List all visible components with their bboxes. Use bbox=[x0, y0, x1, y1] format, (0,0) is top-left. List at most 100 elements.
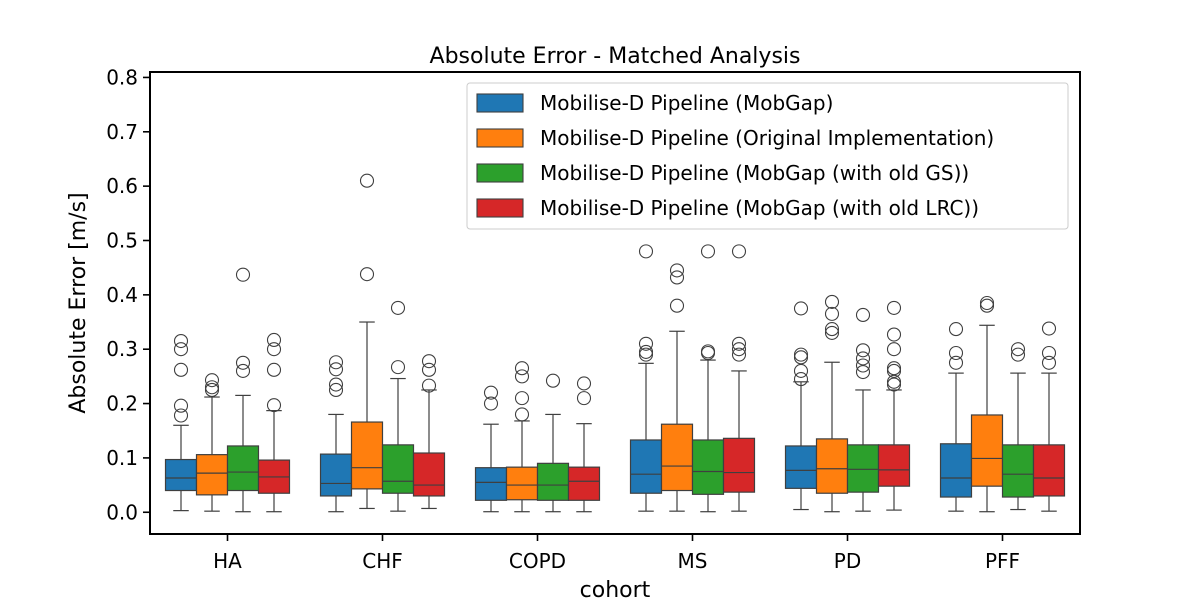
plot-frame bbox=[149, 71, 1081, 535]
outlier-point bbox=[824, 322, 840, 337]
legend-swatch bbox=[476, 163, 524, 183]
outlier-point bbox=[669, 298, 685, 313]
iqr-box bbox=[350, 421, 384, 490]
outlier-point bbox=[669, 270, 685, 285]
box-COPD-2 bbox=[536, 373, 570, 513]
outlier-point bbox=[855, 351, 871, 366]
y-tick-label: 0.6 bbox=[106, 174, 138, 198]
outlier-point bbox=[886, 377, 902, 392]
legend-label: Mobilise-D Pipeline (Original Implementa… bbox=[540, 126, 994, 150]
outlier-point bbox=[855, 358, 871, 373]
chart-title: Absolute Error - Matched Analysis bbox=[430, 44, 801, 69]
legend-box bbox=[466, 82, 1069, 230]
iqr-box bbox=[226, 445, 260, 492]
outlier-point bbox=[1041, 355, 1057, 370]
outlier-point bbox=[204, 373, 220, 388]
box-COPD-3 bbox=[567, 376, 601, 513]
outlier-point bbox=[328, 377, 344, 392]
outlier-point bbox=[1041, 345, 1057, 361]
outlier-point bbox=[824, 294, 840, 309]
outlier-point bbox=[359, 267, 375, 282]
legend-swatch bbox=[476, 198, 524, 218]
iqr-box bbox=[660, 423, 694, 492]
iqr-box bbox=[939, 443, 973, 498]
outlier-point bbox=[173, 408, 189, 423]
outlier-point bbox=[886, 361, 902, 376]
outlier-point bbox=[700, 244, 716, 259]
outlier-point bbox=[235, 267, 251, 282]
outlier-point bbox=[700, 344, 716, 359]
box-PFF-2 bbox=[1001, 342, 1035, 511]
outlier-point bbox=[731, 336, 747, 351]
box-HA-3 bbox=[257, 332, 291, 513]
outlier-point bbox=[266, 342, 282, 357]
outlier-point bbox=[483, 396, 499, 411]
x-axis-title: cohort bbox=[580, 578, 651, 600]
outlier-point bbox=[173, 342, 189, 357]
outlier-point bbox=[514, 407, 530, 422]
outlier-point bbox=[545, 373, 561, 388]
iqr-box bbox=[877, 444, 911, 487]
box-MS-0 bbox=[629, 244, 663, 512]
outlier-point bbox=[390, 300, 406, 315]
iqr-box bbox=[319, 453, 353, 497]
x-tick-label: PFF bbox=[985, 549, 1020, 573]
outlier-point bbox=[235, 363, 251, 378]
outlier-point bbox=[576, 391, 592, 406]
outlier-point bbox=[886, 342, 902, 357]
y-tick-label: 0.8 bbox=[106, 65, 138, 89]
iqr-box bbox=[1032, 444, 1066, 497]
outlier-point bbox=[421, 378, 437, 393]
iqr-box bbox=[412, 452, 446, 497]
outlier-point bbox=[1041, 321, 1057, 336]
legend-swatch bbox=[476, 128, 524, 148]
y-axis-title: Absolute Error [m/s] bbox=[66, 192, 91, 413]
outlier-point bbox=[514, 361, 530, 376]
outlier-point bbox=[793, 350, 809, 365]
outlier-point bbox=[514, 369, 530, 384]
outlier-point bbox=[266, 362, 282, 377]
iqr-box bbox=[536, 462, 570, 501]
y-tick-label: 0.3 bbox=[106, 337, 138, 361]
iqr-box bbox=[815, 438, 849, 494]
iqr-box bbox=[1001, 444, 1035, 498]
outlier-point bbox=[886, 300, 902, 315]
iqr-box bbox=[784, 445, 818, 489]
outlier-point bbox=[514, 391, 530, 406]
legend-swatch bbox=[476, 93, 524, 113]
y-tick-label: 0.2 bbox=[106, 392, 138, 416]
legend-label: Mobilise-D Pipeline (MobGap (with old GS… bbox=[540, 161, 969, 185]
y-tick-label: 0.1 bbox=[106, 446, 138, 470]
outlier-point bbox=[1010, 347, 1026, 362]
outlier-point bbox=[328, 355, 344, 370]
box-CHF-0 bbox=[319, 355, 353, 513]
outlier-point bbox=[421, 362, 437, 377]
outlier-point bbox=[793, 363, 809, 378]
iqr-box bbox=[505, 466, 539, 501]
outlier-point bbox=[235, 355, 251, 370]
box-PD-1 bbox=[815, 294, 849, 513]
box-HA-2 bbox=[226, 267, 260, 513]
y-tick-label: 0.5 bbox=[106, 228, 138, 252]
box-PFF-3 bbox=[1032, 321, 1066, 512]
outlier-point bbox=[1010, 342, 1026, 357]
outlier-point bbox=[855, 343, 871, 358]
outlier-point bbox=[421, 354, 437, 369]
iqr-box bbox=[567, 466, 601, 501]
box-HA-0 bbox=[164, 333, 198, 512]
outlier-point bbox=[824, 325, 840, 340]
box-HA-1 bbox=[195, 373, 229, 512]
outlier-point bbox=[483, 385, 499, 400]
outlier-point bbox=[731, 347, 747, 362]
outlier-point bbox=[979, 298, 995, 313]
y-tick-label: 0.4 bbox=[106, 283, 138, 307]
legend-label: Mobilise-D Pipeline (MobGap) bbox=[540, 91, 833, 115]
outlier-point bbox=[793, 301, 809, 316]
box-PD-3 bbox=[877, 300, 911, 511]
box-MS-1 bbox=[660, 263, 694, 512]
outlier-point bbox=[638, 336, 654, 351]
iqr-box bbox=[195, 454, 229, 496]
x-tick-label: COPD bbox=[509, 549, 566, 573]
legend: Mobilise-D Pipeline (MobGap) Mobilise-D P… bbox=[466, 82, 1069, 230]
